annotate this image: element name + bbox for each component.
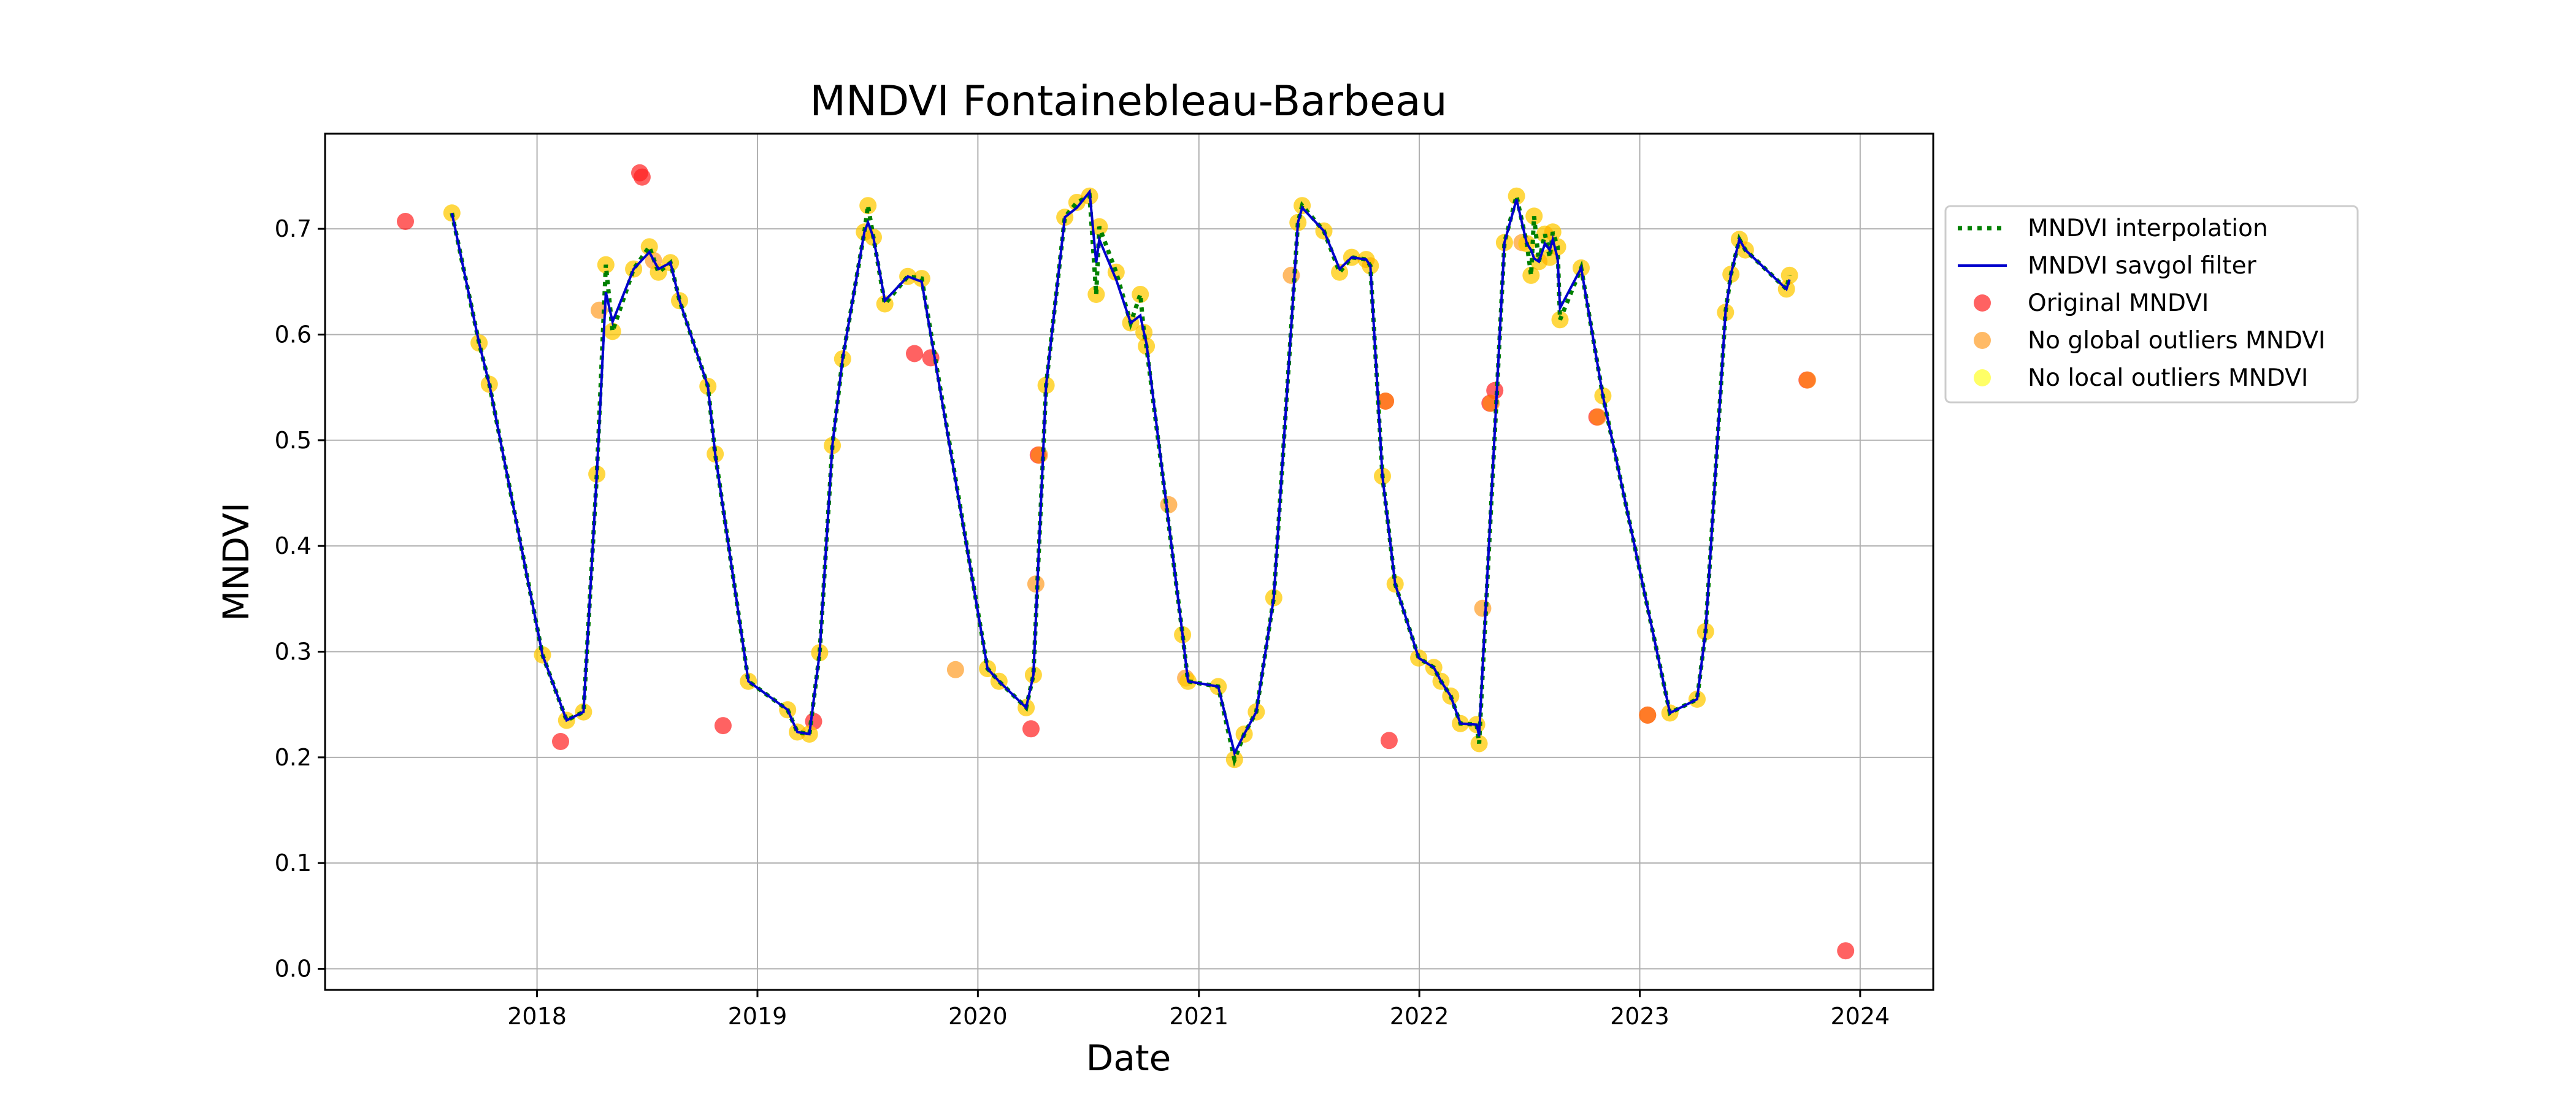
no-local-point: [604, 323, 621, 340]
x-tick-label: 2023: [1610, 1003, 1669, 1030]
y-tick-label: 0.4: [275, 532, 312, 559]
original-point: [633, 168, 651, 186]
legend-original-swatch: [1974, 294, 1991, 312]
legend-original-label: Original MNDVI: [2028, 289, 2209, 317]
no-global-point: [1030, 446, 1048, 464]
no-global-point: [1799, 371, 1817, 389]
x-tick-label: 2022: [1390, 1003, 1449, 1030]
original-point: [1837, 942, 1855, 960]
no-global-point: [946, 661, 964, 678]
original-point: [552, 733, 569, 750]
no-global-point: [1589, 408, 1607, 426]
line-layer: [450, 188, 1792, 767]
legend-box: [1944, 205, 2359, 404]
no-global-point: [1087, 286, 1105, 303]
original-point: [714, 717, 732, 735]
no-local-point: [859, 197, 877, 215]
legend-no-local-swatch: [1974, 369, 1991, 386]
no-global-point: [1282, 266, 1300, 284]
no-global-point: [1541, 248, 1558, 266]
legend-interpolation-label: MNDVI interpolation: [2028, 215, 2268, 242]
y-tick-label: 0.1: [275, 849, 312, 876]
no-local-point: [1087, 286, 1105, 303]
legend-savgol-label: MNDVI savgol filter: [2028, 252, 2257, 280]
y-axis-title: MNDVI: [215, 502, 257, 621]
no-local-point: [1508, 187, 1525, 205]
y-tick-label: 0.3: [275, 638, 312, 665]
plot-frame: [324, 132, 1934, 991]
original-point: [397, 213, 414, 230]
no-global-point: [859, 197, 877, 215]
x-tick-label: 2019: [728, 1003, 788, 1030]
no-global-point: [1027, 575, 1045, 593]
no-global-point: [1377, 393, 1394, 410]
no-local-point: [1522, 266, 1540, 284]
x-tick-label: 2024: [1831, 1003, 1890, 1030]
x-axis-title: Date: [1086, 1037, 1171, 1079]
legend-no-local-label: No local outliers MNDVI: [2028, 364, 2308, 392]
original-point: [1380, 732, 1398, 749]
no-local-point: [1331, 263, 1349, 281]
y-tick-label: 0.7: [275, 215, 312, 242]
original-point: [1022, 720, 1040, 738]
no-global-point: [1639, 706, 1657, 724]
no-global-point: [1522, 266, 1540, 284]
no-global-point: [1132, 286, 1149, 303]
y-tick-label: 0.0: [275, 956, 312, 983]
original-point: [906, 345, 923, 362]
no-global-point: [1474, 599, 1492, 617]
y-tick-label: 0.6: [275, 321, 312, 348]
no-local-point: [1132, 286, 1149, 303]
legend-no-global-swatch: [1974, 332, 1991, 349]
y-tick-label: 0.2: [275, 744, 312, 771]
x-tick-label: 2020: [948, 1003, 1008, 1030]
savgol-line: [450, 188, 1791, 757]
no-global-point: [604, 323, 621, 340]
no-global-point: [1508, 187, 1525, 205]
x-tick-label: 2018: [507, 1003, 567, 1030]
legend-no-global-label: No global outliers MNDVI: [2028, 327, 2325, 355]
y-tick-label: 0.5: [275, 427, 312, 454]
chart-title: MNDVI Fontainebleau-Barbeau: [810, 77, 1447, 126]
tick-layer: 2018 2019 2020 2021 2022 2023 2024 0.0 0.1 0.2 0.3…: [275, 215, 1890, 1030]
x-tick-label: 2021: [1169, 1003, 1229, 1030]
no-global-point: [1331, 263, 1349, 281]
legend: MNDVI interpolation MNDVI savgol filter …: [1944, 205, 2359, 404]
